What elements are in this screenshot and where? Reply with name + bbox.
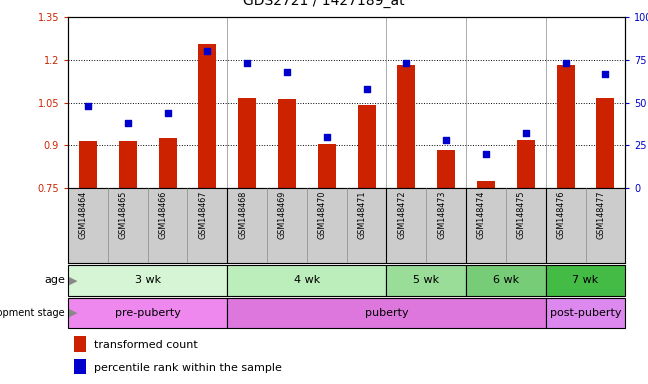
Text: age: age (44, 275, 65, 285)
Bar (119, 141, 137, 188)
Point (282, 69, 292, 75)
Point (242, 60, 252, 66)
Bar (227, 298, 546, 328)
Bar (79, 141, 97, 188)
Text: GSM148471: GSM148471 (358, 190, 367, 239)
Bar (159, 138, 176, 188)
Bar (227, 265, 386, 296)
Point (561, 60, 571, 66)
Point (520, 131, 531, 137)
Bar (466, 265, 546, 296)
Text: GSM148472: GSM148472 (397, 190, 406, 239)
Point (600, 71, 610, 77)
Bar (68, 298, 227, 328)
Bar (74, 336, 86, 352)
Bar (397, 65, 415, 188)
Bar (278, 99, 296, 188)
Point (321, 134, 332, 140)
Point (441, 137, 452, 143)
Text: GSM148466: GSM148466 (159, 190, 168, 239)
Text: GSM148475: GSM148475 (517, 190, 526, 239)
Text: 4 wk: 4 wk (294, 275, 320, 285)
Bar (358, 105, 376, 188)
Text: 7 wk: 7 wk (572, 275, 599, 285)
Text: 5 wk: 5 wk (413, 275, 439, 285)
Text: 6 wk: 6 wk (493, 275, 519, 285)
Text: 3 wk: 3 wk (135, 275, 161, 285)
Text: development stage: development stage (0, 308, 65, 318)
Bar (318, 144, 336, 188)
Text: GSM148473: GSM148473 (437, 190, 446, 239)
Point (202, 48, 213, 55)
Bar (74, 359, 86, 374)
Bar (557, 65, 575, 188)
Text: ▶: ▶ (69, 308, 78, 318)
Bar (238, 98, 256, 188)
Point (362, 86, 372, 92)
Bar (386, 265, 466, 296)
Text: GSM148468: GSM148468 (238, 190, 247, 239)
Bar (68, 265, 227, 296)
Text: post-puberty: post-puberty (550, 308, 621, 318)
Bar (437, 150, 455, 188)
Text: GSM148465: GSM148465 (119, 190, 128, 239)
Text: puberty: puberty (365, 308, 408, 318)
Point (481, 151, 491, 157)
Text: GSM148467: GSM148467 (198, 190, 207, 239)
Text: ▶: ▶ (69, 275, 78, 285)
Text: GSM148469: GSM148469 (278, 190, 287, 239)
Text: percentile rank within the sample: percentile rank within the sample (94, 362, 282, 372)
Bar (546, 298, 625, 328)
Text: GSM148476: GSM148476 (557, 190, 566, 239)
Point (83, 103, 93, 109)
Text: GSM148470: GSM148470 (318, 190, 327, 239)
Text: GSM148464: GSM148464 (79, 190, 88, 239)
Text: GDS2721 / 1427189_at: GDS2721 / 1427189_at (243, 0, 405, 8)
Text: GSM148474: GSM148474 (477, 190, 486, 239)
Bar (546, 265, 625, 296)
Point (401, 60, 411, 66)
Point (122, 120, 133, 126)
Text: transformed count: transformed count (94, 340, 198, 350)
Text: GSM148477: GSM148477 (596, 190, 605, 239)
Bar (477, 181, 495, 188)
Bar (517, 140, 535, 188)
Bar (198, 44, 216, 188)
Text: pre-puberty: pre-puberty (115, 308, 181, 318)
Bar (596, 98, 614, 188)
Point (163, 110, 173, 116)
